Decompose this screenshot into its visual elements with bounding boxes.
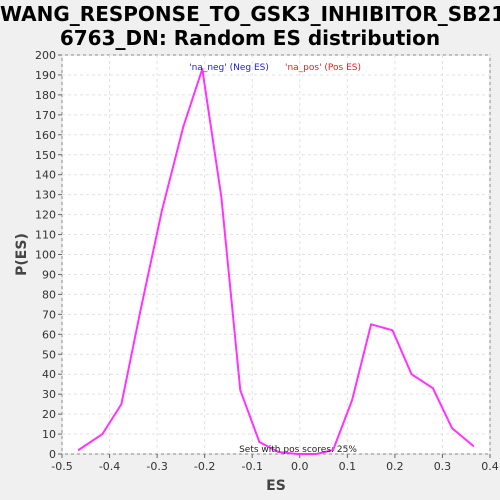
data-point bbox=[472, 445, 475, 447]
x-tick-label: 0.1 bbox=[339, 460, 357, 473]
x-tick-label: 0.4 bbox=[481, 460, 499, 473]
chart-title: WANG_RESPONSE_TO_GSK3_INHIBITOR_SB21 676… bbox=[0, 2, 500, 50]
y-tick-label: 0 bbox=[49, 448, 56, 461]
y-tick-label: 190 bbox=[35, 69, 56, 82]
x-tick-label: -0.2 bbox=[194, 460, 215, 473]
pos-scores-annotation: Sets with pos scores: 25% bbox=[239, 445, 357, 455]
axes: 0 10 20 30 40 50 60 70 80 90 100 110 120 130 140 150 160… bbox=[35, 49, 499, 473]
y-tick-label: 60 bbox=[42, 328, 56, 341]
y-tick-label: 90 bbox=[42, 268, 56, 281]
y-tick-label: 80 bbox=[42, 288, 56, 301]
data-point bbox=[239, 389, 242, 392]
y-axis-title: P(ES) bbox=[14, 233, 30, 276]
x-tick-label: 0.3 bbox=[434, 460, 452, 473]
data-point bbox=[296, 453, 299, 455]
data-point bbox=[120, 403, 123, 406]
y-tick-label: 40 bbox=[42, 368, 56, 381]
data-point bbox=[139, 309, 142, 312]
y-tick-label: 150 bbox=[35, 149, 56, 162]
x-tick-label: 0.2 bbox=[386, 460, 404, 473]
y-tick-label: 200 bbox=[35, 49, 56, 62]
data-point bbox=[451, 427, 453, 429]
legend: 'na_neg' (Neg ES) 'na_pos' (Pos ES) bbox=[189, 63, 361, 73]
data-point bbox=[410, 373, 413, 376]
x-tick-label: -0.4 bbox=[99, 460, 120, 473]
data-point bbox=[432, 387, 434, 390]
data-point bbox=[351, 399, 353, 402]
data-point bbox=[332, 449, 334, 451]
chart-title-line-1: WANG_RESPONSE_TO_GSK3_INHIBITOR_SB21 bbox=[0, 2, 500, 26]
plot-area bbox=[61, 54, 491, 455]
y-tick-label: 140 bbox=[35, 169, 56, 182]
y-tick-label: 110 bbox=[35, 229, 56, 242]
x-tick-label: -0.5 bbox=[51, 460, 72, 473]
y-tick-label: 70 bbox=[42, 308, 56, 321]
data-point bbox=[101, 433, 104, 435]
data-point bbox=[391, 329, 394, 332]
data-point bbox=[277, 451, 280, 453]
data-point bbox=[220, 195, 223, 198]
chart-title-line-2: 6763_DN: Random ES distribution bbox=[59, 26, 441, 50]
y-tick-label: 120 bbox=[35, 209, 56, 222]
y-tick-label: 30 bbox=[42, 388, 56, 401]
data-point bbox=[160, 209, 163, 212]
legend-item-neg: 'na_neg' (Neg ES) bbox=[189, 63, 269, 73]
series-layer bbox=[77, 68, 475, 455]
y-tick-label: 130 bbox=[35, 189, 56, 202]
y-tick-label: 100 bbox=[35, 249, 56, 262]
x-tick-label: -0.3 bbox=[146, 460, 167, 473]
y-tick-label: 50 bbox=[42, 348, 56, 361]
data-point bbox=[315, 453, 318, 455]
x-tick-label: 0.0 bbox=[291, 460, 309, 473]
data-point bbox=[370, 323, 373, 326]
y-tick-label: 180 bbox=[35, 89, 56, 102]
data-point bbox=[201, 68, 204, 70]
y-tick-label: 20 bbox=[42, 408, 56, 421]
data-point bbox=[77, 449, 80, 451]
data-point bbox=[182, 125, 185, 128]
y-tick-label: 170 bbox=[35, 109, 56, 122]
data-point bbox=[258, 441, 261, 443]
x-tick-label: -0.1 bbox=[241, 460, 262, 473]
y-tick-label: 10 bbox=[42, 428, 56, 441]
y-tick-label: 160 bbox=[35, 129, 56, 142]
legend-item-pos: 'na_pos' (Pos ES) bbox=[285, 63, 361, 73]
x-axis-title: ES bbox=[266, 478, 286, 494]
